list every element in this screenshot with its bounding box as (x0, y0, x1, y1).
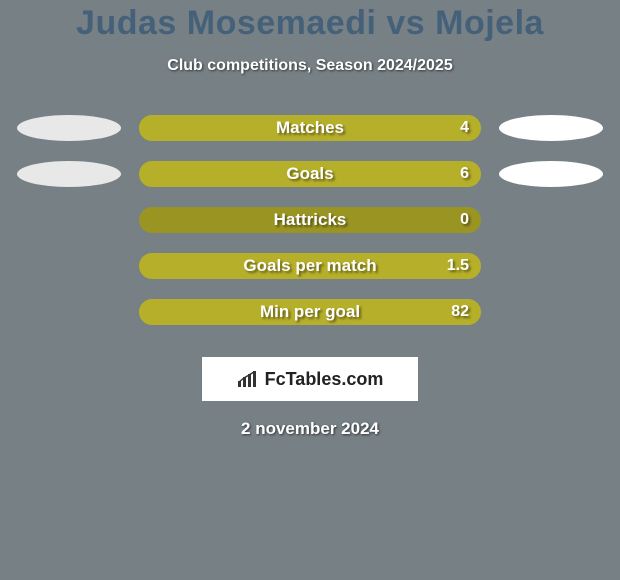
stat-row: Goals6 (17, 161, 603, 187)
stat-row: Goals per match1.5 (17, 253, 603, 279)
stat-bar: Goals per match1.5 (139, 253, 481, 279)
bar-chart-icon (237, 370, 259, 388)
stat-row: Min per goal82 (17, 299, 603, 325)
left-ellipse (17, 115, 121, 141)
footer-date: 2 november 2024 (241, 419, 379, 439)
stat-rows: Matches4 Goals6 Hattricks0 Goals per match1… (17, 115, 603, 345)
right-ellipse (499, 115, 603, 141)
stat-row: Matches4 (17, 115, 603, 141)
page-title: Judas Mosemaedi vs Mojela (76, 4, 544, 43)
right-ellipse (499, 161, 603, 187)
stat-row: Hattricks0 (17, 207, 603, 233)
subtitle: Club competitions, Season 2024/2025 (167, 57, 452, 75)
footer-logo: FcTables.com (202, 357, 418, 401)
infographic-container: Judas Mosemaedi vs Mojela Club competiti… (0, 0, 620, 580)
stat-value: 0 (460, 211, 469, 229)
stat-bar-fill (139, 299, 481, 325)
stat-bar: Matches4 (139, 115, 481, 141)
stat-bar-fill (139, 115, 481, 141)
stat-bar-fill (139, 161, 481, 187)
left-ellipse (17, 161, 121, 187)
stat-bar-fill (139, 253, 481, 279)
stat-bar: Min per goal82 (139, 299, 481, 325)
footer-logo-text: FcTables.com (265, 369, 384, 390)
stat-bar: Goals6 (139, 161, 481, 187)
stat-label: Hattricks (139, 210, 481, 230)
stat-bar: Hattricks0 (139, 207, 481, 233)
